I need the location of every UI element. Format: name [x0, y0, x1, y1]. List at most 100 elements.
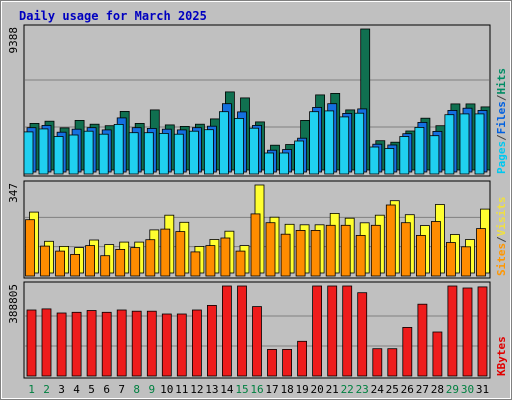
legend-item: Pages	[495, 141, 508, 174]
bar-pages-3	[53, 136, 64, 175]
bar-kbytes-17	[267, 348, 277, 377]
bar-pages-5	[83, 130, 94, 175]
bar-kbytes-11	[176, 313, 187, 377]
legend-item: Files	[495, 101, 508, 134]
bar-pages-28	[429, 135, 440, 175]
x-tick-label: 13	[205, 383, 218, 396]
bar-kbytes-20	[312, 285, 323, 377]
bar-pages-14	[218, 111, 229, 175]
bar-pages-26	[399, 136, 410, 175]
x-tick-label: 8	[133, 383, 140, 396]
bar-kbytes-6	[101, 311, 112, 377]
bar-sites-1	[25, 219, 35, 277]
bar-kbytes-23	[357, 292, 368, 377]
bar-pages-25	[384, 148, 395, 175]
legend-item: Visits	[495, 197, 508, 237]
bar-pages-7	[113, 124, 124, 175]
x-tick-label: 12	[190, 383, 203, 396]
legend-item: /	[495, 134, 508, 141]
bar-pages-30	[459, 113, 470, 175]
bar-pages-23	[354, 112, 365, 175]
bar-sites-6	[100, 255, 111, 277]
bar-pages-21	[324, 110, 335, 175]
bar-pages-10	[158, 132, 169, 175]
bar-kbytes-4	[71, 311, 82, 377]
x-tick-label: 16	[250, 383, 263, 396]
x-tick-label: 1	[28, 383, 35, 396]
x-tick-label: 19	[295, 383, 308, 396]
bar-pages-27	[414, 127, 425, 175]
chart-title: Daily usage for March 2025	[19, 9, 207, 23]
bar-sites-20	[310, 229, 321, 277]
bar-pages-8	[128, 132, 139, 175]
x-tick-label: 18	[280, 383, 293, 396]
legend-item: KBytes	[495, 336, 508, 376]
bar-sites-10	[160, 228, 171, 277]
legend-hits: Pages/Files/Hits	[495, 68, 508, 174]
bar-kbytes-2	[41, 308, 52, 377]
x-tick-label: 10	[160, 383, 173, 396]
bar-kbytes-18	[282, 348, 293, 377]
bar-pages-2	[38, 128, 49, 175]
bar-pages-12	[188, 130, 199, 175]
bar-kbytes-27	[417, 303, 428, 377]
bar-pages-31	[474, 113, 485, 175]
legend-item: Sites	[495, 243, 508, 276]
bar-kbytes-26	[402, 326, 413, 377]
bar-kbytes-9	[146, 310, 157, 377]
x-tick-label: 21	[326, 383, 339, 396]
bar-kbytes-22	[342, 285, 353, 377]
x-tick-label: 2	[43, 383, 50, 396]
y-max-label: 9388	[7, 27, 20, 54]
bar-pages-22	[339, 116, 350, 175]
x-tick-label: 11	[175, 383, 188, 396]
bar-sites-19	[295, 229, 306, 277]
y-max-label: 388805	[7, 284, 20, 324]
bar-sites-3	[55, 250, 65, 277]
bar-sites-7	[115, 248, 126, 277]
x-axis-labels: 1 2 3 4 5 6 7 8 9 10 11 12 13 14 15 16 17 18 19 20 21 22 23 24 2…	[28, 383, 489, 396]
bar-pages-13	[203, 129, 214, 175]
bar-sites-24	[370, 224, 381, 277]
x-tick-label: 24	[371, 383, 385, 396]
bar-pages-4	[68, 134, 79, 175]
x-tick-label: 17	[265, 383, 278, 396]
x-tick-label: 15	[235, 383, 248, 396]
bar-kbytes-14	[221, 285, 232, 377]
bar-kbytes-13	[206, 304, 217, 377]
bar-pages-17	[264, 152, 274, 175]
x-tick-label: 27	[416, 383, 429, 396]
legend-item: /	[495, 94, 508, 101]
bar-pages-29	[444, 114, 455, 175]
bar-sites-13	[205, 245, 216, 277]
bar-kbytes-29	[447, 285, 458, 377]
bar-sites-9	[145, 239, 156, 277]
bar-pages-6	[98, 133, 109, 175]
x-tick-label: 29	[446, 383, 459, 396]
x-tick-label: 26	[401, 383, 414, 396]
bar-kbytes-24	[372, 348, 383, 377]
legend-item: /	[495, 236, 508, 243]
x-tick-label: 31	[476, 383, 489, 396]
x-tick-label: 3	[58, 383, 65, 396]
x-tick-label: 25	[386, 383, 399, 396]
bar-kbytes-12	[191, 309, 202, 377]
x-tick-label: 14	[220, 383, 234, 396]
bar-sites-27	[415, 234, 426, 277]
bar-pages-15	[234, 118, 244, 175]
legend-item: Hits	[495, 68, 508, 95]
legend-visits: Sites/Visits	[495, 197, 508, 277]
bar-sites-11	[175, 231, 186, 277]
bar-kbytes-16	[252, 306, 262, 377]
bar-sites-30	[461, 246, 471, 277]
bar-sites-5	[85, 245, 95, 277]
x-tick-label: 30	[461, 383, 474, 396]
bar-kbytes-30	[462, 287, 473, 377]
legend-kbytes: KBytes	[495, 336, 508, 376]
bar-kbytes-15	[237, 285, 247, 377]
bar-kbytes-19	[297, 340, 308, 377]
bar-sites-8	[130, 247, 141, 277]
